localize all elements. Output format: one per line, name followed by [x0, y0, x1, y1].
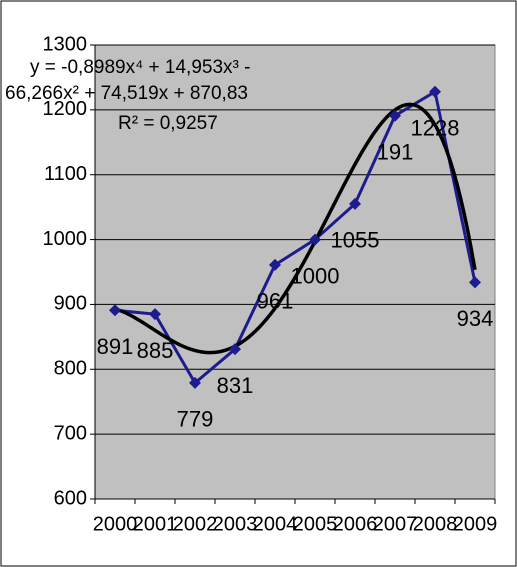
data-label: 934 [457, 306, 494, 331]
x-tick-label: 2002 [173, 513, 218, 535]
marker [389, 109, 401, 122]
y-tick-label: 700 [54, 422, 87, 444]
marker [469, 276, 481, 289]
y-tick-label: 1100 [44, 163, 87, 185]
y-tick-label: 1300 [43, 33, 88, 55]
marker [229, 343, 241, 356]
data-label: 891 [97, 334, 134, 359]
x-tick-label: 2008 [413, 513, 458, 535]
marker [269, 258, 281, 271]
marker [429, 85, 441, 98]
x-tick-label: 2004 [253, 513, 298, 535]
data-label: 961 [257, 289, 294, 314]
marker [109, 304, 121, 317]
x-tick-label: 2007 [373, 513, 418, 535]
data-label: 779 [177, 407, 214, 432]
marker [309, 233, 321, 246]
x-tick-label: 2005 [293, 513, 338, 535]
x-tick-label: 2003 [213, 513, 258, 535]
y-tick-label: 600 [54, 487, 87, 509]
data-label: 1000 [291, 263, 340, 288]
trend-equation: 66,266x² + 74,519x + 870,83 [5, 83, 248, 104]
r-squared: R² = 0,9257 [118, 113, 218, 134]
data-label: 191 [377, 140, 414, 165]
data-label: 831 [217, 373, 254, 398]
data-label: 1055 [331, 228, 380, 253]
trendline [114, 102, 477, 355]
y-tick-label: 1200 [43, 98, 88, 120]
x-tick-label: 2001 [133, 513, 178, 535]
x-tick-label: 2006 [333, 513, 378, 535]
y-tick-label: 900 [54, 293, 87, 315]
trend-equation: y = -0,8989x⁴ + 14,953x³ - [30, 57, 250, 78]
x-tick-label: 2000 [93, 513, 138, 535]
data-label: 1228 [411, 116, 460, 141]
marker [349, 197, 361, 210]
x-tick-label: 2009 [453, 513, 498, 535]
data-label: 885 [137, 338, 174, 363]
y-tick-label: 800 [54, 358, 87, 380]
marker [149, 308, 161, 321]
marker [189, 376, 201, 389]
plot-area [94, 44, 496, 500]
y-tick-label: 1000 [43, 228, 88, 250]
